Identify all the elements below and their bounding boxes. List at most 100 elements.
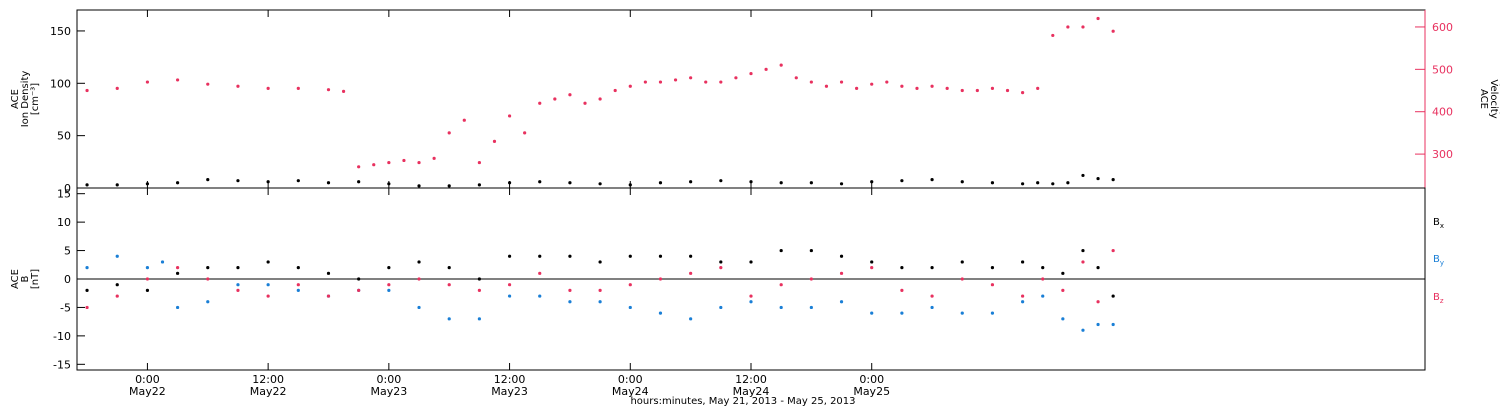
data-point: [870, 266, 874, 270]
y-tick-label: -5: [60, 301, 71, 314]
data-point: [870, 180, 874, 184]
data-point: [870, 82, 874, 86]
data-point: [628, 84, 632, 88]
y2-tick-label: 300: [1432, 148, 1453, 161]
y2-tick-label: 500: [1432, 63, 1453, 76]
data-point: [447, 266, 451, 270]
data-point: [206, 178, 210, 182]
y-axis-title-line: ACE: [10, 269, 21, 289]
data-point: [1081, 260, 1085, 264]
data-point: [296, 288, 300, 292]
data-point: [930, 294, 934, 298]
data-point: [900, 179, 904, 183]
data-point: [1021, 182, 1025, 186]
bx-series: [85, 248, 1115, 298]
data-point: [1041, 277, 1045, 281]
data-point: [236, 288, 240, 292]
data-point: [598, 300, 602, 304]
data-point: [1041, 266, 1045, 270]
data-point: [1061, 271, 1065, 275]
data-point: [719, 260, 723, 264]
data-point: [1081, 25, 1085, 29]
data-point: [357, 180, 361, 184]
data-point: [1081, 328, 1085, 332]
data-point: [1081, 173, 1085, 178]
data-point: [764, 67, 768, 71]
data-point: [236, 266, 240, 270]
data-point: [432, 156, 436, 160]
data-point: [372, 163, 376, 167]
data-point: [1066, 181, 1070, 185]
y-tick-label: 5: [64, 245, 71, 258]
data-point: [628, 283, 632, 287]
data-point: [538, 271, 542, 275]
data-point: [839, 254, 844, 258]
data-point: [1111, 294, 1115, 298]
data-point: [266, 294, 270, 298]
data-point: [598, 260, 602, 264]
data-point: [885, 80, 889, 84]
data-point: [568, 254, 572, 258]
data-point: [689, 254, 693, 258]
data-point: [296, 266, 300, 270]
data-point: [85, 266, 89, 270]
data-point: [175, 305, 180, 310]
x-tick-time: 12:00: [252, 373, 284, 386]
time-axis: 0:00May2212:00May220:00May2312:00May230:…: [129, 373, 890, 398]
data-point: [870, 311, 874, 315]
data-point: [1066, 25, 1070, 29]
data-point: [417, 277, 421, 281]
data-point: [1111, 248, 1115, 253]
data-point: [447, 283, 451, 287]
data-point: [839, 80, 844, 84]
y-tick-label: 10: [57, 216, 71, 229]
data-point: [145, 266, 150, 270]
data-point: [689, 271, 693, 275]
data-point: [1111, 29, 1115, 33]
plot-frame: [76, 9, 1426, 189]
data-point: [417, 184, 421, 188]
data-point: [990, 311, 995, 315]
data-point: [1096, 16, 1100, 21]
data-point: [477, 288, 481, 292]
data-point: [145, 277, 150, 281]
data-point: [628, 254, 632, 258]
data-point: [236, 179, 240, 183]
data-point: [296, 283, 300, 287]
y2-tick-label: 400: [1432, 106, 1453, 119]
data-point: [523, 131, 527, 135]
data-point: [990, 181, 995, 185]
data-point: [719, 266, 723, 270]
y-tick-label: 50: [57, 130, 71, 143]
data-point: [477, 277, 481, 281]
data-point: [749, 180, 753, 184]
data-point: [749, 260, 753, 264]
data-point: [779, 63, 783, 67]
data-point: [568, 300, 572, 304]
y-axis-title-line: [cm⁻³]: [30, 83, 41, 115]
y2-axis-title-line: ACE: [1478, 89, 1489, 109]
data-point: [975, 88, 979, 93]
data-point: [206, 300, 210, 304]
data-point: [538, 254, 542, 258]
data-point: [1021, 300, 1025, 304]
ace-ion-density-series: [85, 173, 1115, 188]
data-point: [145, 80, 150, 84]
y-tick-label: 0: [64, 273, 71, 286]
data-point: [1021, 91, 1025, 95]
data-point: [960, 180, 964, 184]
y-axis-title-line: ACE: [10, 89, 21, 109]
data-point: [855, 86, 859, 91]
data-point: [175, 78, 180, 82]
y-axis-title-line: B: [20, 275, 31, 282]
data-point: [1111, 178, 1115, 182]
data-point: [1081, 248, 1085, 253]
x-tick-time: 12:00: [735, 373, 767, 386]
x-tick-time: 0:00: [135, 373, 160, 386]
data-point: [779, 181, 783, 185]
data-point: [417, 305, 421, 310]
data-point: [1051, 33, 1055, 38]
data-point: [507, 254, 512, 258]
data-point: [387, 160, 391, 165]
